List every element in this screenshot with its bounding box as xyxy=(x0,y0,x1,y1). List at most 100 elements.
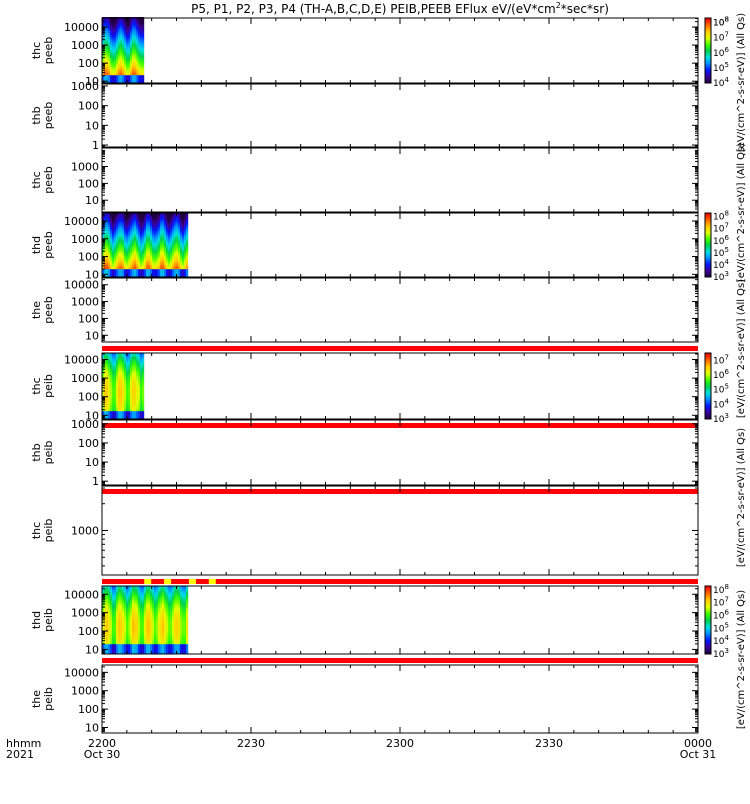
spectrogram-cell xyxy=(110,638,112,640)
spectrogram-cell xyxy=(114,31,116,33)
spectrogram-cell xyxy=(120,365,122,367)
spectrogram-cell xyxy=(146,644,148,646)
spectrogram-cell xyxy=(138,600,140,602)
spectrogram-cell xyxy=(156,259,158,261)
spectrogram-cell xyxy=(136,638,138,640)
spectrogram-cell xyxy=(150,253,152,255)
spectrogram-cell xyxy=(140,616,142,618)
spectrogram-cell xyxy=(138,257,140,259)
spectrogram-cell xyxy=(124,644,126,646)
spectrogram-cell xyxy=(124,219,126,221)
spectrogram-cell xyxy=(136,632,138,634)
spectrogram-cell xyxy=(138,620,140,622)
spectrogram-cell xyxy=(152,273,154,275)
spectrogram-cell xyxy=(130,235,132,237)
spectrogram-cell xyxy=(108,614,110,616)
spectrogram-cell xyxy=(130,379,132,381)
spectrogram-cell xyxy=(112,57,114,59)
spectrogram-cell xyxy=(146,624,148,626)
spectrogram-cell xyxy=(124,588,126,590)
y-tick-label: 10 xyxy=(85,456,99,469)
spectrogram-cell xyxy=(136,27,138,29)
spectrogram-cell xyxy=(106,602,108,604)
spectrogram-cell xyxy=(126,265,128,267)
spectrogram-cell xyxy=(108,65,110,67)
spectrogram-cell xyxy=(128,79,130,81)
spectrogram-cell xyxy=(168,271,170,273)
y-tick-label: 100 xyxy=(78,437,99,450)
spectrogram-cell xyxy=(126,640,128,642)
spectrogram-cell xyxy=(134,231,136,233)
spectrogram-cell xyxy=(124,361,126,363)
spectrogram-cell xyxy=(120,367,122,369)
spectrogram-cell xyxy=(164,223,166,225)
spectrogram-cell xyxy=(116,215,118,217)
spectrogram-cell xyxy=(108,646,110,648)
spectrogram-cell xyxy=(122,217,124,219)
spectrogram-cell xyxy=(120,375,122,377)
spectrogram-cell xyxy=(166,608,168,610)
spectrogram-cell xyxy=(120,71,122,73)
spectrogram-cell xyxy=(142,596,144,598)
spectrogram-cell xyxy=(126,604,128,606)
spectrogram-cell xyxy=(112,385,114,387)
spectrogram-cell xyxy=(158,632,160,634)
spectrogram-cell xyxy=(138,357,140,359)
spectrogram-cell xyxy=(118,19,120,21)
spectrogram-cell xyxy=(142,23,144,25)
spectrogram-cell xyxy=(136,233,138,235)
spectrogram-cell xyxy=(134,411,136,413)
spectrogram-cell xyxy=(110,397,112,399)
spectrogram-cell xyxy=(106,357,108,359)
spectrogram-cell xyxy=(126,237,128,239)
spectrogram-cell xyxy=(150,592,152,594)
spectrogram-cell xyxy=(134,79,136,81)
spectrogram-cell xyxy=(166,223,168,225)
spectrogram-cell xyxy=(154,215,156,217)
spectrogram-cell xyxy=(138,75,140,77)
spectrogram-cell xyxy=(126,259,128,261)
spectrogram-cell xyxy=(114,638,116,640)
spectrogram-cell xyxy=(148,634,150,636)
spectrogram-cell xyxy=(128,359,130,361)
spectrogram-cell xyxy=(140,397,142,399)
spectrogram-cell xyxy=(158,251,160,253)
spectrogram-cell xyxy=(122,592,124,594)
spectrogram-cell xyxy=(116,45,118,47)
spectrogram-cell xyxy=(132,47,134,49)
spectrogram-cell xyxy=(140,263,142,265)
spectrogram-cell xyxy=(118,73,120,75)
spectrogram-cell xyxy=(106,263,108,265)
spectrogram-cell xyxy=(116,628,118,630)
spectrogram-cell xyxy=(124,19,126,21)
spectrogram-cell xyxy=(156,648,158,650)
spectrogram-cell xyxy=(160,612,162,614)
spectrogram-cell xyxy=(120,391,122,393)
spectrogram-cell xyxy=(112,41,114,43)
spectrogram-cell xyxy=(108,45,110,47)
spectrogram-cell xyxy=(162,267,164,269)
spectrogram-cell xyxy=(138,401,140,403)
spectrogram-cell xyxy=(120,381,122,383)
spectrogram-cell xyxy=(178,265,180,267)
spectrogram-cell xyxy=(130,638,132,640)
spectrogram-cell xyxy=(170,235,172,237)
spectrogram-cell xyxy=(128,73,130,75)
spectrogram-cell xyxy=(138,638,140,640)
spectrogram-cell xyxy=(136,237,138,239)
spectrogram-cell xyxy=(136,235,138,237)
spectrogram-cell xyxy=(134,77,136,79)
spectrogram-cell xyxy=(126,630,128,632)
spectrogram-cell xyxy=(114,598,116,600)
colorbar-tick-label: 105 xyxy=(713,246,729,259)
spectrogram-cell xyxy=(126,407,128,409)
spectrogram-cell xyxy=(144,227,146,229)
spectrogram-cell xyxy=(172,265,174,267)
spectrogram-cell xyxy=(128,624,130,626)
spectrogram-cell xyxy=(152,229,154,231)
spectrogram-cell xyxy=(110,401,112,403)
spectrogram-cell xyxy=(134,397,136,399)
spectrogram-cell xyxy=(144,608,146,610)
spectrogram-cell xyxy=(134,632,136,634)
spectrogram-cell xyxy=(104,608,106,610)
